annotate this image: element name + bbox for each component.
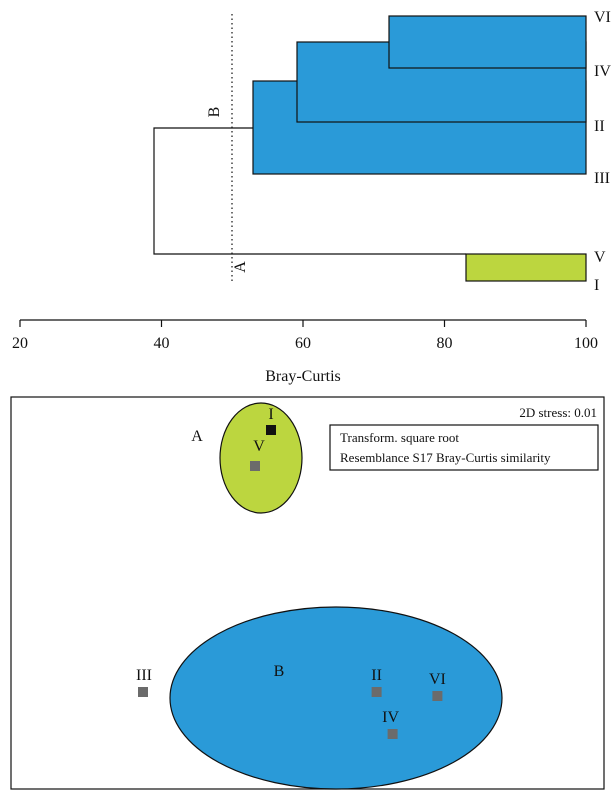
nmds-panel: 2D stress: 0.01 Transform. square root R…	[11, 397, 604, 789]
group-a-fill	[466, 254, 586, 281]
group-b-fill	[389, 16, 586, 68]
data-point	[388, 729, 398, 739]
group-a-ellipse	[220, 403, 302, 513]
annotation-line: Resemblance S17 Bray-Curtis similarity	[340, 450, 551, 465]
point-label: VI	[429, 671, 446, 688]
x-axis-ticks: 20 40 60 80 100	[12, 320, 598, 352]
stress-label: 2D stress: 0.01	[519, 405, 597, 420]
data-point	[138, 687, 148, 697]
leaf-label: V	[594, 249, 606, 266]
group-label-a: A	[232, 261, 249, 273]
group-b-ellipse	[170, 607, 502, 789]
data-point	[250, 461, 260, 471]
data-point	[432, 691, 442, 701]
leaf-label: III	[594, 170, 610, 187]
x-tick-label: 60	[295, 335, 311, 352]
leaf-label: II	[594, 118, 605, 135]
x-tick-label: 80	[437, 335, 453, 352]
x-tick-label: 100	[574, 335, 598, 352]
leaf-label: I	[594, 277, 599, 294]
group-label-b: B	[274, 663, 285, 680]
x-tick-label: 20	[12, 335, 28, 352]
x-tick-label: 40	[154, 335, 170, 352]
point-label: IV	[382, 709, 399, 726]
annotation-line: Transform. square root	[340, 430, 459, 445]
dendrogram-panel: B A VI IV II III V I 20 40 60 80 100 Bray-Cu…	[12, 9, 611, 385]
point-label: V	[253, 438, 265, 455]
leaf-label: VI	[594, 9, 611, 26]
point-label: I	[268, 406, 273, 423]
point-label: III	[136, 667, 152, 684]
leaf-label: IV	[594, 63, 611, 80]
point-label: II	[371, 667, 382, 684]
data-point	[372, 687, 382, 697]
data-point	[266, 425, 276, 435]
x-axis-label: Bray-Curtis	[265, 368, 341, 385]
group-label-b: B	[206, 107, 223, 118]
group-label-a: A	[191, 428, 203, 445]
